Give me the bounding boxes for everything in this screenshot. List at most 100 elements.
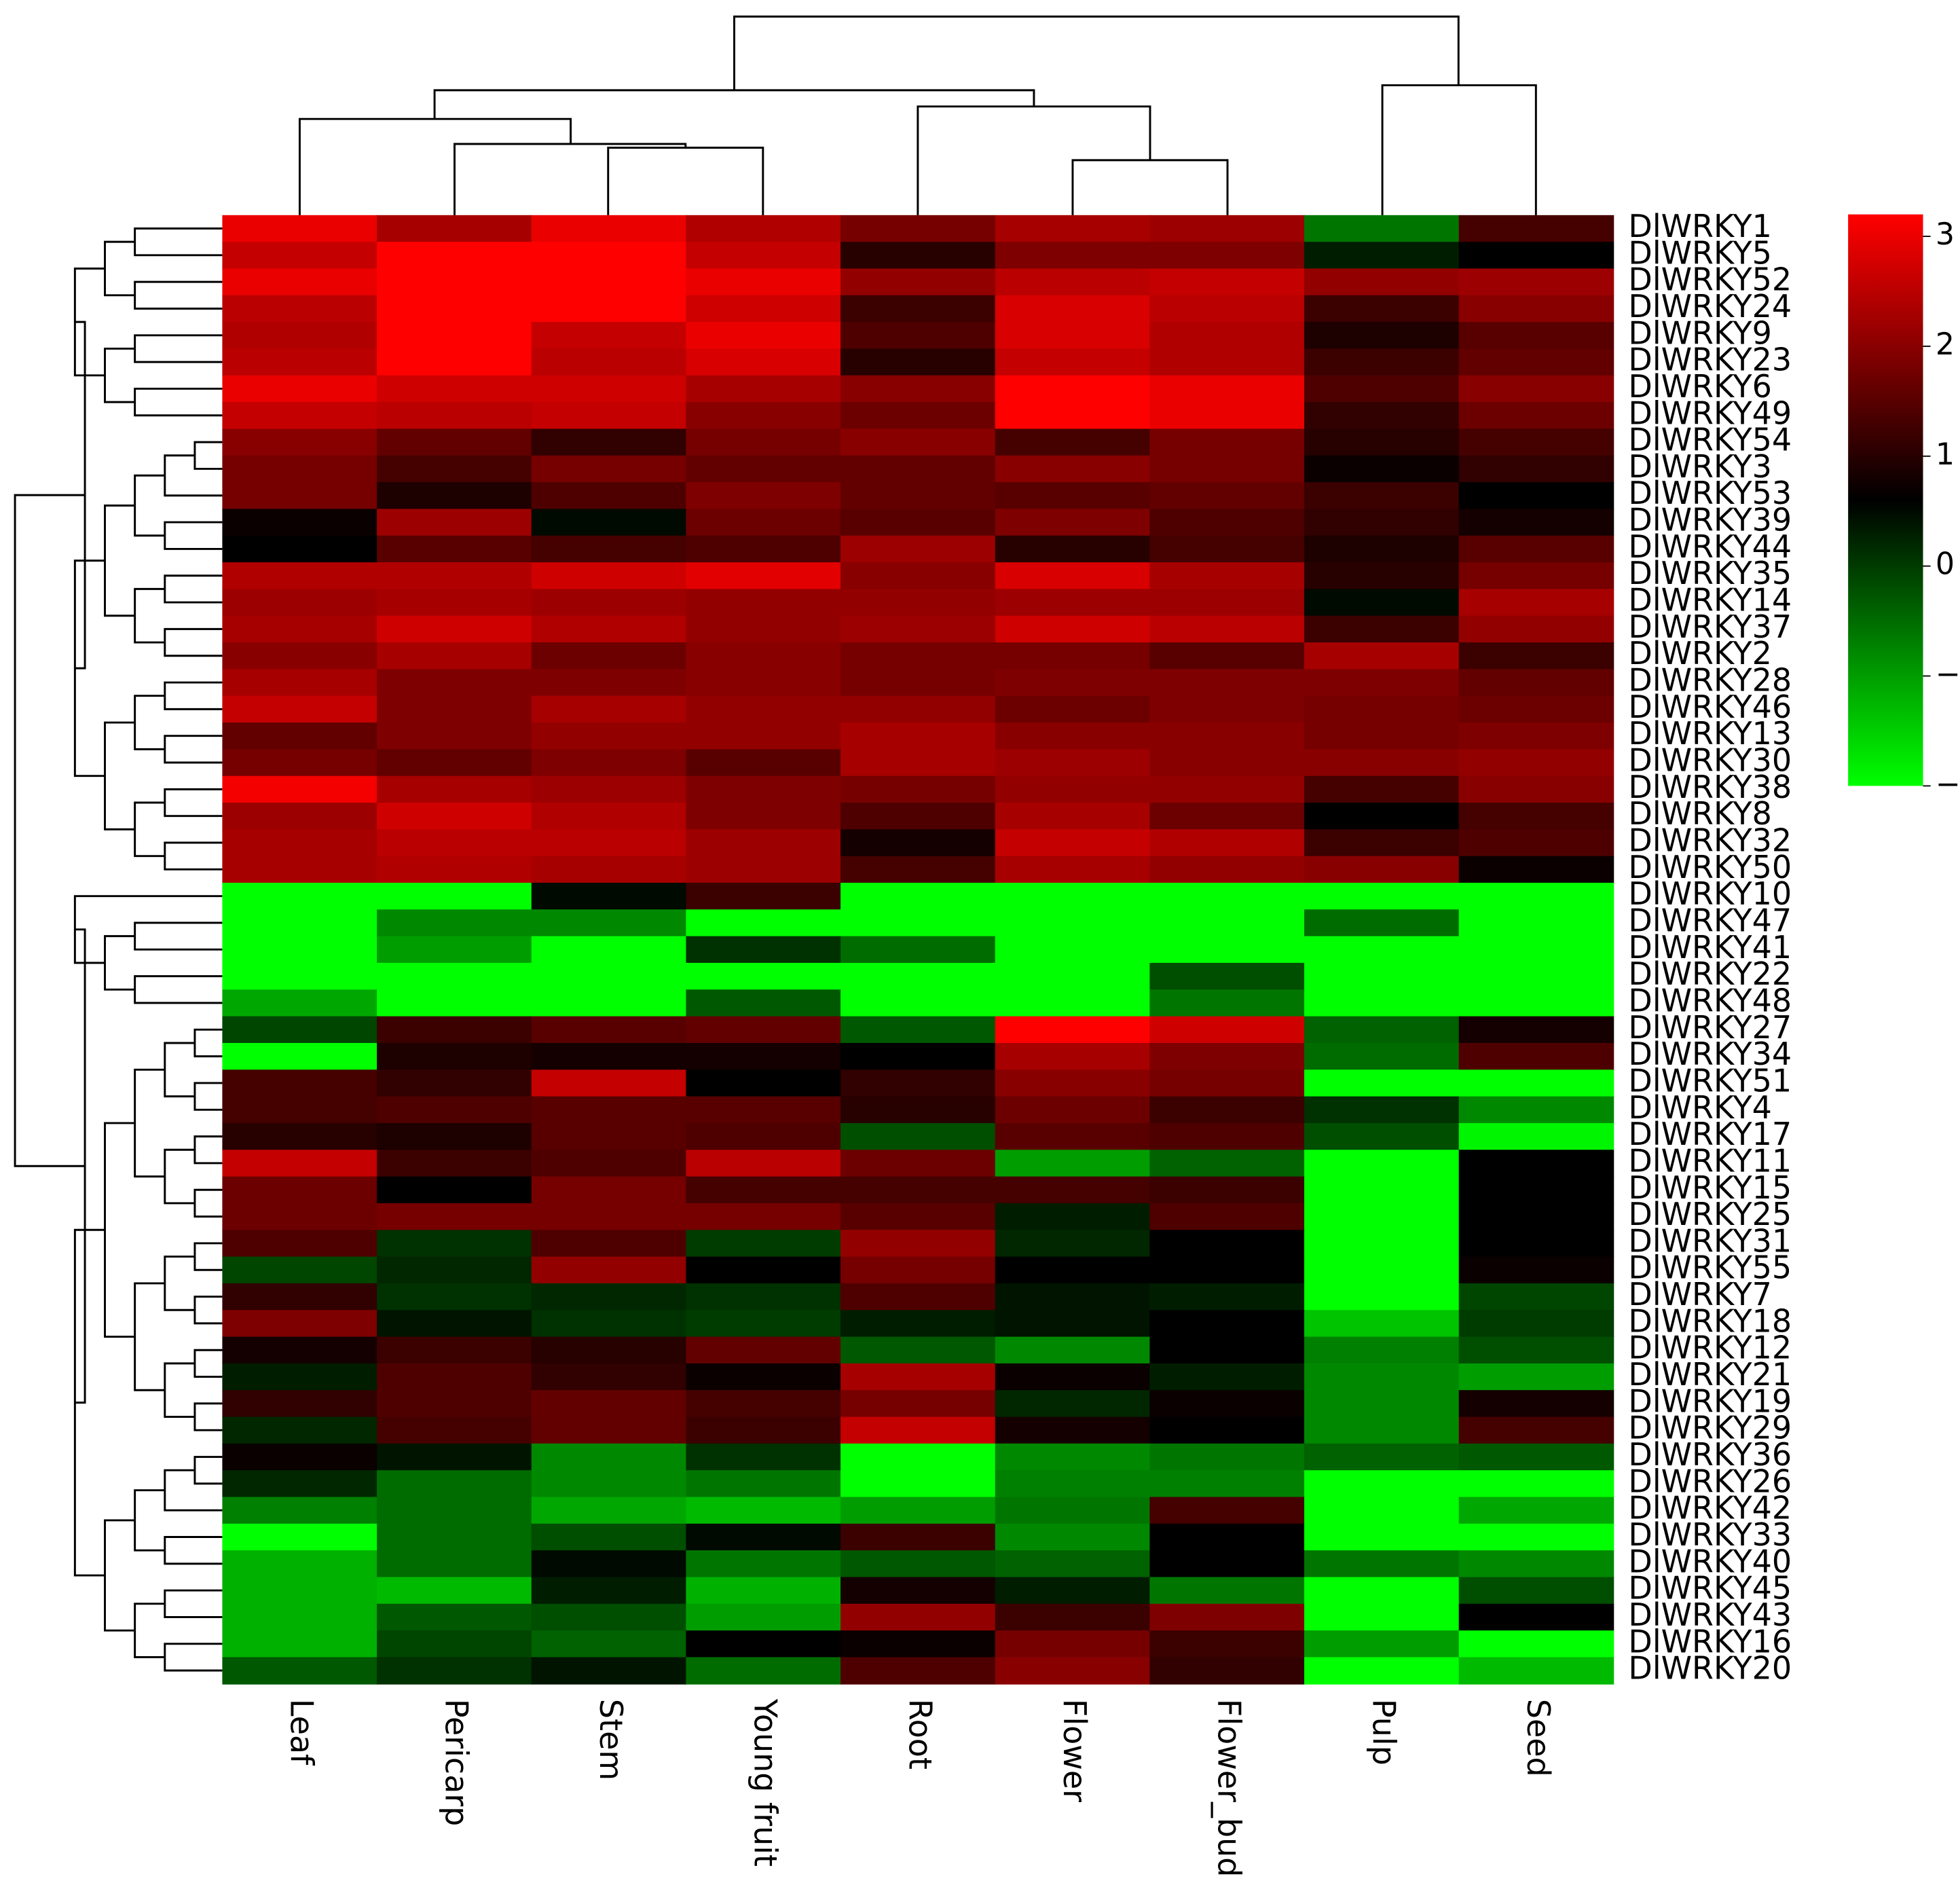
dendrogram-branch bbox=[134, 1282, 165, 1391]
heatmap-cell bbox=[995, 1657, 1151, 1685]
row-label: DlWRKY2 bbox=[1628, 635, 1771, 672]
heatmap-cell bbox=[686, 989, 841, 1017]
heatmap-cell bbox=[686, 1230, 841, 1258]
heatmap-cell bbox=[1458, 455, 1614, 483]
dendrogram-branch bbox=[134, 1489, 165, 1552]
heatmap-cell bbox=[377, 1203, 532, 1231]
dendrogram-branch bbox=[164, 788, 223, 818]
heatmap-cell bbox=[995, 962, 1151, 991]
row-label: DlWRKY54 bbox=[1628, 422, 1792, 458]
heatmap-cell bbox=[377, 482, 532, 510]
heatmap-cell bbox=[377, 1176, 532, 1204]
column-label: Flower bbox=[1056, 1699, 1093, 1802]
heatmap-cell bbox=[995, 1443, 1151, 1471]
row-label: DlWRKY28 bbox=[1628, 662, 1792, 699]
heatmap-cell bbox=[841, 749, 996, 777]
heatmap-cell bbox=[1149, 455, 1305, 483]
heatmap-cell bbox=[1458, 348, 1614, 376]
heatmap-cell bbox=[995, 1603, 1151, 1632]
row-label: DlWRKY19 bbox=[1628, 1383, 1792, 1419]
heatmap-cell bbox=[841, 669, 996, 697]
heatmap-cell bbox=[222, 695, 377, 723]
heatmap-cell bbox=[531, 803, 687, 830]
heatmap-cell bbox=[531, 428, 687, 456]
heatmap-cell bbox=[995, 375, 1151, 403]
column-label: Root bbox=[902, 1699, 938, 1770]
row-label: DlWRKY16 bbox=[1628, 1623, 1792, 1660]
heatmap-cell bbox=[1458, 509, 1614, 536]
heatmap-cell bbox=[222, 1150, 377, 1177]
heatmap-cell bbox=[531, 1630, 687, 1658]
heatmap-cell bbox=[841, 1630, 996, 1658]
heatmap-cell bbox=[377, 1122, 532, 1151]
heatmap-cell bbox=[377, 1657, 532, 1685]
dendrogram-branch bbox=[14, 494, 86, 1167]
heatmap-cell bbox=[1458, 295, 1614, 323]
heatmap-cell bbox=[1458, 909, 1614, 937]
heatmap-cell bbox=[686, 909, 841, 937]
dendrogram-branch bbox=[164, 1256, 195, 1311]
heatmap-cell bbox=[531, 775, 687, 803]
heatmap-cell bbox=[377, 1283, 532, 1311]
row-label: DlWRKY33 bbox=[1628, 1516, 1792, 1553]
row-label: DlWRKY36 bbox=[1628, 1436, 1792, 1473]
dendrogram-branch bbox=[164, 1643, 223, 1672]
heatmap-cell bbox=[995, 1523, 1151, 1552]
dendrogram-branch bbox=[164, 841, 223, 871]
heatmap-cell bbox=[686, 509, 841, 536]
heatmap-cell bbox=[377, 1230, 532, 1258]
heatmap-cell bbox=[686, 1256, 841, 1284]
dendrogram-branch bbox=[104, 1519, 135, 1632]
heatmap-cell bbox=[1304, 535, 1460, 563]
heatmap-cell bbox=[841, 722, 996, 750]
heatmap-cell bbox=[1458, 615, 1614, 643]
heatmap-cell bbox=[1149, 295, 1305, 323]
heatmap-cell bbox=[686, 1069, 841, 1097]
heatmap-cell bbox=[222, 402, 377, 430]
heatmap-cell bbox=[222, 1630, 377, 1658]
row-label: DlWRKY35 bbox=[1628, 555, 1792, 591]
heatmap-cell bbox=[995, 883, 1151, 911]
heatmap-cell bbox=[377, 856, 532, 883]
heatmap-cell bbox=[995, 749, 1151, 777]
heatmap-cell bbox=[1304, 909, 1460, 937]
heatmap-cell bbox=[531, 749, 687, 777]
heatmap-cell bbox=[995, 562, 1151, 590]
heatmap-cell bbox=[1149, 803, 1305, 830]
heatmap-cell bbox=[841, 1497, 996, 1524]
heatmap-cell bbox=[995, 1550, 1151, 1578]
column-dendrogram bbox=[298, 15, 1537, 215]
heatmap-cell bbox=[1458, 482, 1614, 510]
heatmap-cell bbox=[1458, 989, 1614, 1017]
heatmap-cell bbox=[995, 695, 1151, 723]
dendrogram-branch bbox=[193, 1188, 223, 1218]
heatmap-cell bbox=[995, 1096, 1151, 1124]
heatmap-cell bbox=[377, 1042, 532, 1071]
heatmap-cell bbox=[377, 695, 532, 723]
heatmap-cell bbox=[531, 962, 687, 991]
heatmap-cell bbox=[222, 749, 377, 777]
dendrogram-branch bbox=[164, 735, 223, 764]
heatmap-cell bbox=[686, 962, 841, 991]
heatmap-cell bbox=[377, 1336, 532, 1364]
heatmap-cell bbox=[1458, 1443, 1614, 1471]
color-tick-label: −2 bbox=[1936, 767, 1958, 801]
heatmap-cell bbox=[1304, 509, 1460, 536]
heatmap-cell bbox=[1149, 1523, 1305, 1552]
heatmap-cell bbox=[686, 1497, 841, 1524]
heatmap-cell bbox=[222, 1390, 377, 1418]
dendrogram-branch bbox=[134, 280, 223, 310]
heatmap-cell bbox=[222, 1416, 377, 1444]
heatmap-cell bbox=[222, 1577, 377, 1605]
heatmap-cell bbox=[1304, 295, 1460, 323]
heatmap-cell bbox=[841, 428, 996, 456]
heatmap-cell bbox=[1149, 562, 1305, 590]
heatmap-cell bbox=[686, 295, 841, 323]
heatmap-cell bbox=[1458, 1363, 1614, 1391]
heatmap-cell bbox=[841, 1336, 996, 1364]
heatmap-cell bbox=[686, 1016, 841, 1044]
row-label: DlWRKY47 bbox=[1628, 902, 1792, 938]
heatmap-cell bbox=[1149, 909, 1305, 937]
heatmap-cell bbox=[1149, 322, 1305, 350]
heatmap-cell bbox=[1458, 1310, 1614, 1338]
